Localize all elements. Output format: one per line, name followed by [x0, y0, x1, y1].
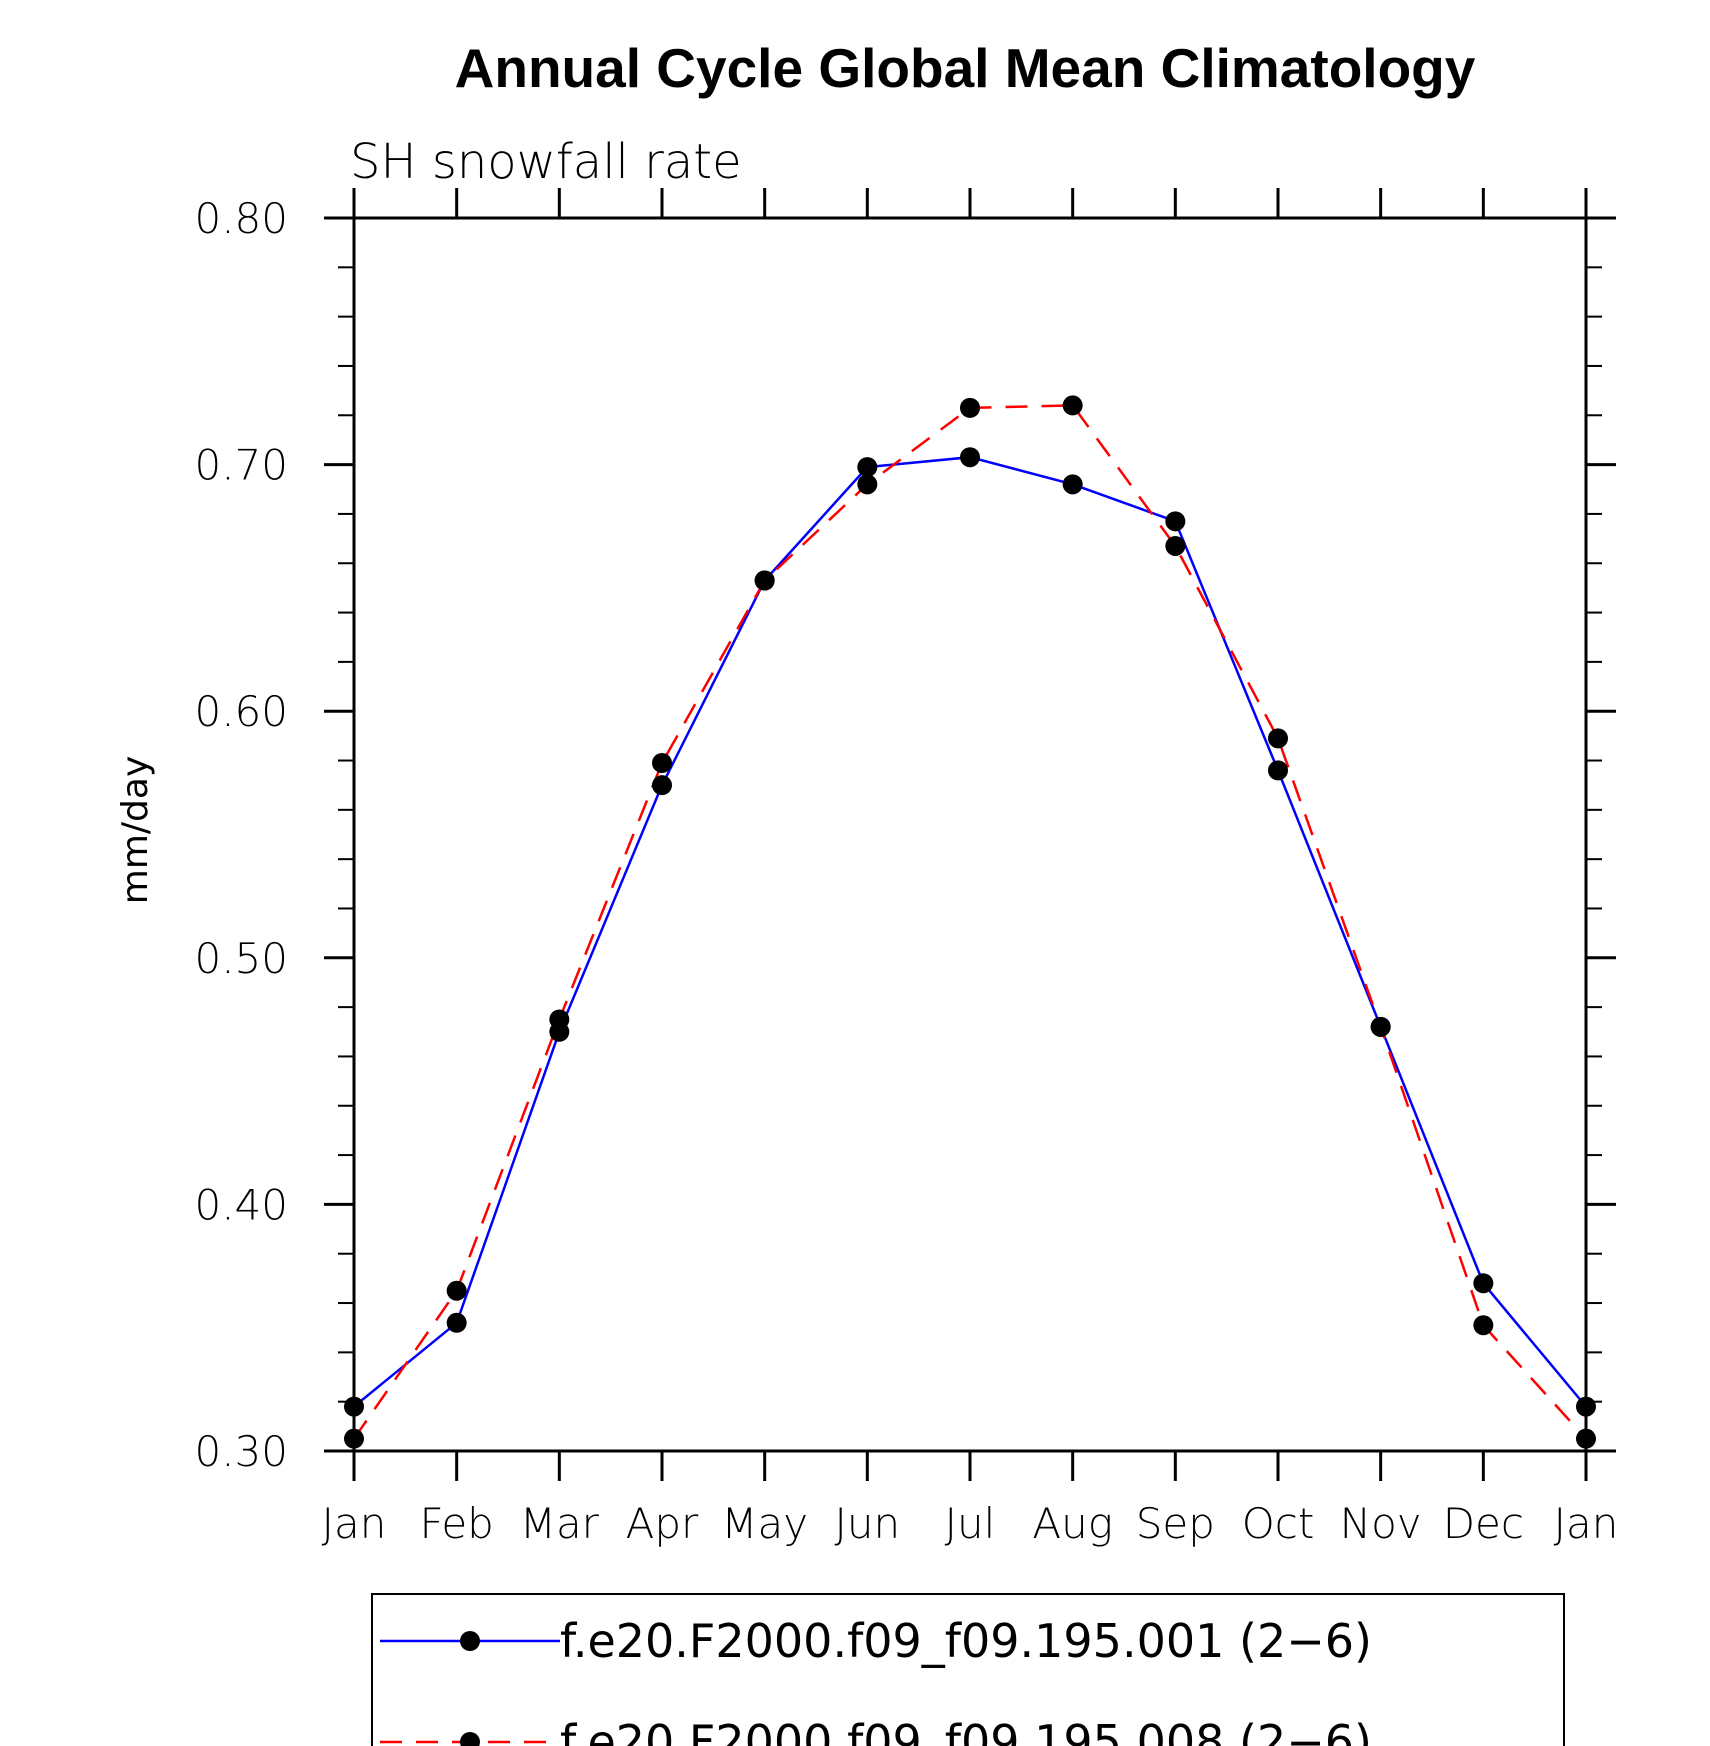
data-point-series-1: [1062, 474, 1083, 495]
x-tick-label: Feb: [419, 1499, 493, 1548]
y-tick-label: 0.70: [194, 441, 288, 490]
data-point-series-1: [446, 1312, 467, 1333]
data-point-series-2: [754, 570, 775, 591]
legend-marker-series-2: [460, 1732, 480, 1746]
data-point-series-2: [1165, 535, 1186, 556]
data-point-series-1: [857, 457, 878, 478]
data-point-series-2: [1473, 1315, 1494, 1336]
data-point-series-2: [1370, 1016, 1391, 1037]
x-tick-label: Oct: [1242, 1499, 1315, 1548]
x-tick-label: Jan: [322, 1499, 387, 1548]
legend-box: [371, 1593, 1565, 1746]
data-point-series-2: [960, 397, 980, 418]
legend-marker-series-1: [460, 1631, 480, 1651]
series-line-1: [353, 455, 1587, 1408]
legend-label-series-2: f.e20.F2000.f09_f09.195.008 (2−6): [560, 1715, 1372, 1746]
y-tick-label: 0.50: [194, 934, 288, 983]
y-axis-tick-labels: 0.30 0.40 0.50 0.60 0.70 0.80: [194, 194, 288, 1476]
chart-title: Annual Cycle Global Mean Climatology: [455, 37, 1476, 99]
data-point-series-1: [1165, 511, 1186, 532]
x-tick-label: Nov: [1340, 1499, 1422, 1548]
y-tick-label: 0.80: [194, 194, 288, 243]
data-point-series-1: [1268, 760, 1288, 781]
y-tick-label: 0.30: [194, 1427, 288, 1476]
axis-ticks: [324, 188, 1616, 1481]
data-point-series-1: [344, 1396, 364, 1417]
data-point-series-2: [1268, 728, 1288, 749]
x-axis-tick-labels: Jan Feb Mar Apr May Jun Jul Aug Sep Oct Nov Dec Jan: [322, 1499, 1619, 1548]
data-point-series-2: [344, 1428, 364, 1449]
data-point-series-2: [652, 752, 672, 773]
data-point-series-1: [1576, 1396, 1596, 1417]
chart-subtitle: SH snowfall rate: [350, 134, 742, 190]
x-tick-label: May: [721, 1499, 808, 1548]
x-tick-label: Apr: [626, 1499, 699, 1548]
data-point-series-2: [446, 1280, 467, 1301]
data-point-series-1: [960, 447, 980, 468]
data-point-series-2: [1062, 395, 1083, 416]
legend: f.e20.F2000.f09_f09.195.001 (2−6) f.e20.…: [371, 1593, 1565, 1746]
y-axis-label: mm/day: [115, 756, 156, 904]
data-point-series-1: [1473, 1273, 1494, 1294]
x-tick-label: Dec: [1443, 1499, 1524, 1548]
data-point-series-2: [857, 474, 878, 495]
x-tick-label: Jul: [945, 1499, 996, 1548]
data-point-series-2: [1576, 1428, 1596, 1449]
series-line-2: [352, 404, 1587, 1440]
x-tick-label: Aug: [1032, 1499, 1113, 1548]
x-tick-label: Jun: [835, 1499, 901, 1548]
x-tick-label: Jan: [1554, 1499, 1619, 1548]
data-point-series-2: [549, 1009, 570, 1030]
series-group: [344, 395, 1596, 1449]
legend-label-series-1: f.e20.F2000.f09_f09.195.001 (2−6): [560, 1614, 1372, 1668]
y-tick-label: 0.60: [194, 687, 288, 736]
x-tick-label: Sep: [1136, 1499, 1215, 1548]
x-tick-label: Mar: [520, 1499, 600, 1548]
y-tick-label: 0.40: [194, 1180, 288, 1229]
data-point-series-1: [652, 775, 672, 796]
